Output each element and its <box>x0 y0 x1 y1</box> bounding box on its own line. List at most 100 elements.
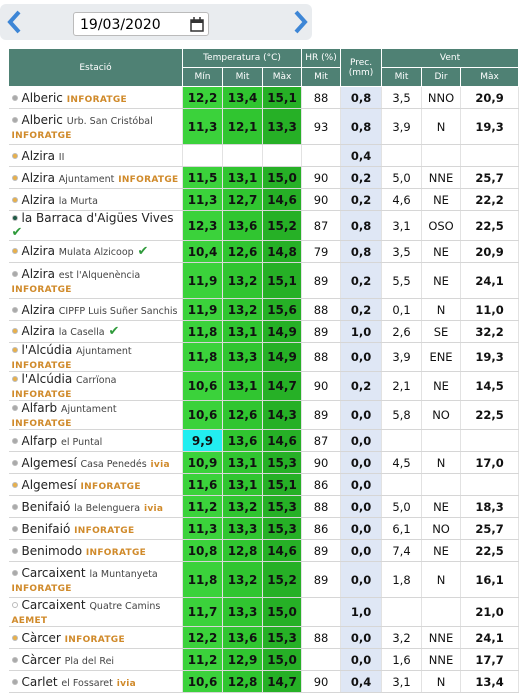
cell-value: 4,5 <box>392 455 411 470</box>
station-row: Benifaió la Belenguera ivia 11,2 13,2 15,3 8… <box>8 495 520 518</box>
data-cell: N <box>421 451 462 474</box>
cell-value: 2,6 <box>392 324 411 339</box>
data-cell: 88 <box>301 342 342 372</box>
cell-value: 89 <box>313 273 329 288</box>
data-cell: 89 <box>301 539 342 562</box>
data-cell: 21,0 <box>460 597 520 627</box>
cell-value: 0,8 <box>350 90 372 105</box>
cell-value: 88 <box>313 630 329 645</box>
data-cell: 89 <box>301 400 342 430</box>
date-input[interactable]: 19/03/2020 <box>73 12 209 36</box>
status-dot <box>11 196 18 203</box>
data-cell: 11,2 <box>182 648 223 671</box>
subheader: Màx <box>460 67 520 87</box>
data-cell: 87 <box>301 210 342 241</box>
data-cell: 93 <box>301 108 342 145</box>
cell-value: 86 <box>313 521 329 536</box>
data-cell: 5,5 <box>381 262 423 299</box>
prev-day[interactable] <box>6 10 22 34</box>
cell-value: 18,3 <box>475 499 504 514</box>
cell-value: 11,2 <box>187 499 218 514</box>
next-day[interactable] <box>293 10 309 34</box>
status-dot <box>11 248 18 254</box>
data-cell: 90 <box>301 451 342 474</box>
cell-value: 13,3 <box>227 605 258 619</box>
data-cell: 13,4 <box>460 670 520 693</box>
cell-value: 5,5 <box>392 273 411 288</box>
station-cell: Alfarb Ajuntament INFORATGE <box>8 400 183 430</box>
data-cell: 0,2 <box>340 262 383 299</box>
data-cell: 32,2 <box>460 320 520 343</box>
data-cell: 12,2 <box>182 86 223 109</box>
data-cell: 13,2 <box>222 495 263 518</box>
network-tag: INFORATGE <box>64 634 125 645</box>
station-cell: Algemesí INFORATGE <box>8 473 183 496</box>
data-cell: 11,3 <box>182 188 223 211</box>
cell-value: 15,6 <box>267 302 297 317</box>
cell-value: 3,1 <box>392 674 411 689</box>
cell-value: SE <box>433 324 449 339</box>
station-cell: Alzira Mulata Alzicoop ✔ <box>8 240 183 263</box>
station-row: l'Alcúdia Ajuntament INFORATGE 11,8 13,3 14… <box>8 342 520 372</box>
cell-value: 9,9 <box>191 433 214 448</box>
cell-value: 15,3 <box>267 455 297 470</box>
cell-value: 15,0 <box>267 170 297 185</box>
cell-value: 15,3 <box>267 499 297 514</box>
cell-value: 25,7 <box>475 170 504 185</box>
cell-value: 13,2 <box>227 302 258 317</box>
station-name: Algemesí <box>21 455 77 470</box>
station-cell: Benifaió INFORATGE <box>8 517 183 540</box>
cell-value: 0,0 <box>350 433 372 448</box>
station-cell: la Barraca d'Aigües Vives ✔ <box>8 210 183 241</box>
station-name: Benimodo <box>21 543 83 558</box>
data-cell: 0,0 <box>340 451 383 474</box>
cell-value: 88 <box>313 350 329 364</box>
cell-value: 5,0 <box>392 170 411 185</box>
cell-value: 12,2 <box>187 90 218 105</box>
data-cell: 20,9 <box>460 240 520 263</box>
data-cell: 13,6 <box>222 626 263 649</box>
data-cell: 10,6 <box>182 371 223 401</box>
station-cell: Carcaixent Quatre Camins AEMET <box>8 597 183 627</box>
data-cell: 0,0 <box>340 626 383 649</box>
cell-value: 0,8 <box>350 244 372 259</box>
data-cell: 0,2 <box>340 166 383 189</box>
cell-value: 11,3 <box>187 521 218 536</box>
station-sub: CIPFP Luis Suñer Sanchis <box>58 305 178 317</box>
station-cell: Carlet el Fossaret ivia <box>8 670 183 693</box>
data-cell: 86 <box>301 473 342 496</box>
data-cell <box>262 144 303 167</box>
station-sub: est l'Alquenència <box>58 269 141 281</box>
cell-value: N <box>436 455 446 470</box>
cell-value: 5,8 <box>392 408 411 422</box>
cell-value: 0,0 <box>350 572 372 587</box>
station-row: Alzira est l'Alquenència INFORATGE 11,9 13… <box>8 262 520 299</box>
subheader: Mit <box>381 67 423 87</box>
station-name: Alfarp <box>21 433 58 448</box>
data-cell: ENE <box>421 342 462 372</box>
calendar-icon[interactable] <box>190 17 204 32</box>
data-cell: NE <box>421 539 462 562</box>
data-cell: 0,0 <box>340 429 383 452</box>
station-cell: Alzira II <box>8 144 183 167</box>
data-cell: NO <box>421 400 462 430</box>
data-cell <box>381 597 423 627</box>
data-cell: 0,2 <box>340 371 383 401</box>
cell-value: 12,8 <box>227 543 258 558</box>
cell-value: 87 <box>313 218 329 233</box>
data-cell: 89 <box>301 262 342 299</box>
data-cell: OSO <box>421 210 462 241</box>
data-cell: 15,3 <box>262 517 303 540</box>
data-cell: 12,3 <box>182 210 223 241</box>
cell-value: 3,5 <box>392 90 411 105</box>
cell-value: 0,2 <box>350 302 372 317</box>
station-cell: Benifaió la Belenguera ivia <box>8 495 183 518</box>
station-name: Càrcer <box>21 630 61 645</box>
data-cell: NNE <box>421 648 462 671</box>
data-cell: 15,0 <box>262 597 303 627</box>
data-cell: 13,1 <box>222 451 263 474</box>
cell-value: 0,0 <box>350 455 372 470</box>
data-cell: 5,0 <box>381 495 423 518</box>
subheader: Dir <box>421 67 462 87</box>
data-cell: 14,5 <box>460 371 520 401</box>
